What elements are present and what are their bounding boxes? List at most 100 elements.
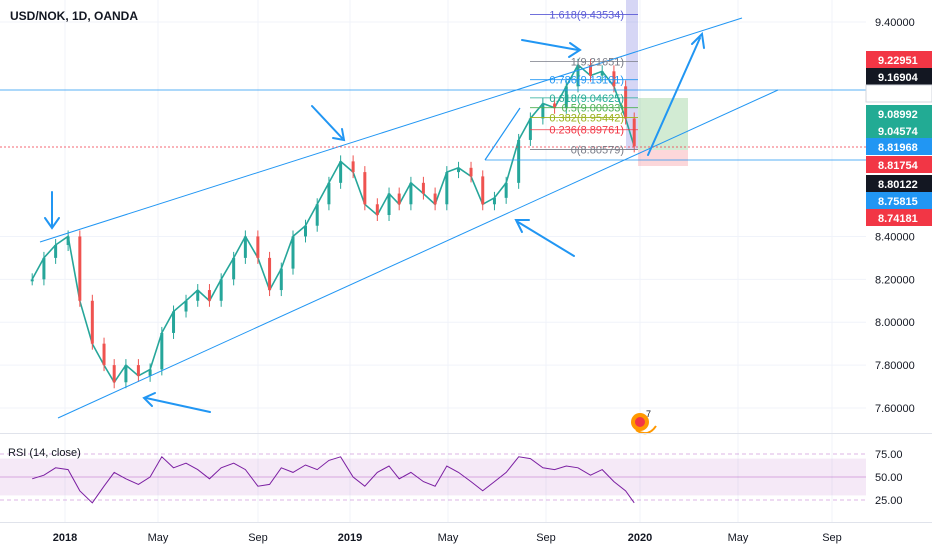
rsi-band [0,458,866,496]
rsi-level-label: 25.00 [875,495,903,507]
price-label-text: 8.81968 [878,142,918,154]
fib-extension-zone [626,0,638,150]
fib-level-label: 0.618(9.04625) [549,93,624,105]
candle-body [588,64,592,76]
trend-segment[interactable] [484,107,521,161]
channel-upper-line[interactable] [39,17,743,243]
candle-body [469,167,473,177]
candle-body [268,257,272,291]
symbol-title: USD/NOK, 1D, OANDA [10,9,138,23]
candle-body [112,365,116,383]
price-label-text: 9.04574 [878,126,919,138]
price-label-text: 9.08992 [878,109,918,121]
time-tick-label: Sep [536,532,556,544]
fib-level-label: 0(8.80579) [571,144,624,156]
candle-body [363,172,367,205]
price-label-text: 9.16904 [878,72,919,84]
rsi-level-label: 50.00 [875,472,903,484]
price-label-badge [865,84,932,103]
arrow-left-icon[interactable] [142,392,211,413]
candle-body [184,300,188,312]
candle-body [387,193,391,215]
long-position-profit-zone[interactable] [638,98,688,150]
arrow-up-left-icon[interactable] [514,219,575,257]
arrow-down-icon[interactable] [44,191,60,230]
price-tick-label: 7.80000 [875,360,915,372]
candle-body [160,332,164,370]
broker-logo[interactable]: 7 [631,409,657,435]
time-tick-label: May [438,532,459,544]
candle-body [553,103,557,108]
price-label-badge [866,51,932,68]
fib-level-label: 0.5(9.00033) [562,103,624,115]
candle-body [457,167,461,173]
rsi-line [32,456,635,504]
fib-retracement[interactable]: 1.618(9.43534) 1(9.21651) 0.786(9.13101) 0.… [530,9,638,156]
long-position-loss-zone[interactable] [638,150,688,166]
candle-body [528,118,532,140]
price-label-badge [866,68,932,85]
price-label-text: 8.80122 [878,179,918,191]
price-label-text: 8.74181 [878,213,918,225]
price-label-text: 9.22951 [878,55,918,67]
time-tick-label: May [728,532,749,544]
time-tick-label: Sep [248,532,268,544]
arrow-up-projection-icon[interactable] [647,31,705,156]
candle-body [409,182,413,205]
candle-body [445,172,449,205]
candle-body [600,71,604,76]
candle-body [90,300,94,344]
candle-body [148,369,152,376]
candle-body [339,161,343,183]
price-label-text: 8.75815 [878,196,918,208]
candle-body [612,71,616,87]
arrow-down-right-icon[interactable] [311,105,346,142]
fib-level-label: 0.786(9.13101) [549,75,624,87]
price-label-badge [866,175,932,192]
candle-body [42,257,46,280]
candle-body [433,193,437,205]
fib-level-label: 0.236(8.89761) [549,125,624,137]
channel-lower-line[interactable] [57,89,779,419]
candle-body [124,365,128,383]
price-label-badge [866,122,932,139]
arrow-right-icon[interactable] [521,39,582,58]
price-label-text: 8.81754 [878,160,919,172]
candle-body [576,64,580,87]
candle-body [219,279,223,301]
price-label-badge [866,156,932,173]
candle-body [541,103,545,119]
candle-body [172,311,176,333]
candle-body [66,236,70,246]
fib-level-label: 1(9.21651) [571,56,624,68]
price-tick-label: 9.40000 [875,17,915,29]
candle-body [102,343,106,366]
candle-body [504,182,508,198]
fib-level-label: 0.382(8.95442) [549,113,624,125]
time-tick-label: 2020 [628,532,652,544]
candle-body [30,279,34,282]
candle-body [351,161,355,173]
candle-body [421,182,425,194]
candle-body [256,236,260,258]
candle-body [624,86,628,119]
price-label-badge [866,192,932,209]
candle-body [397,193,401,205]
price-label-badge [866,105,932,122]
time-tick-label: Sep [822,532,842,544]
rsi-level-label: 75.00 [875,449,903,461]
candle-body [517,139,521,183]
candle-body [291,236,295,269]
candles [30,58,636,389]
price-label-badge [866,138,932,155]
time-tick-label: 2018 [53,532,77,544]
fib-level-label: 1.618(9.43534) [549,9,624,21]
price-tick-label: 8.20000 [875,274,915,286]
candle-body [327,182,331,205]
candle-body [303,225,307,237]
price-tick-label: 8.00000 [875,317,915,329]
price-tick-label: 8.40000 [875,231,915,243]
candle-body [136,365,140,376]
price-label-text: 9.08947 [878,89,918,101]
